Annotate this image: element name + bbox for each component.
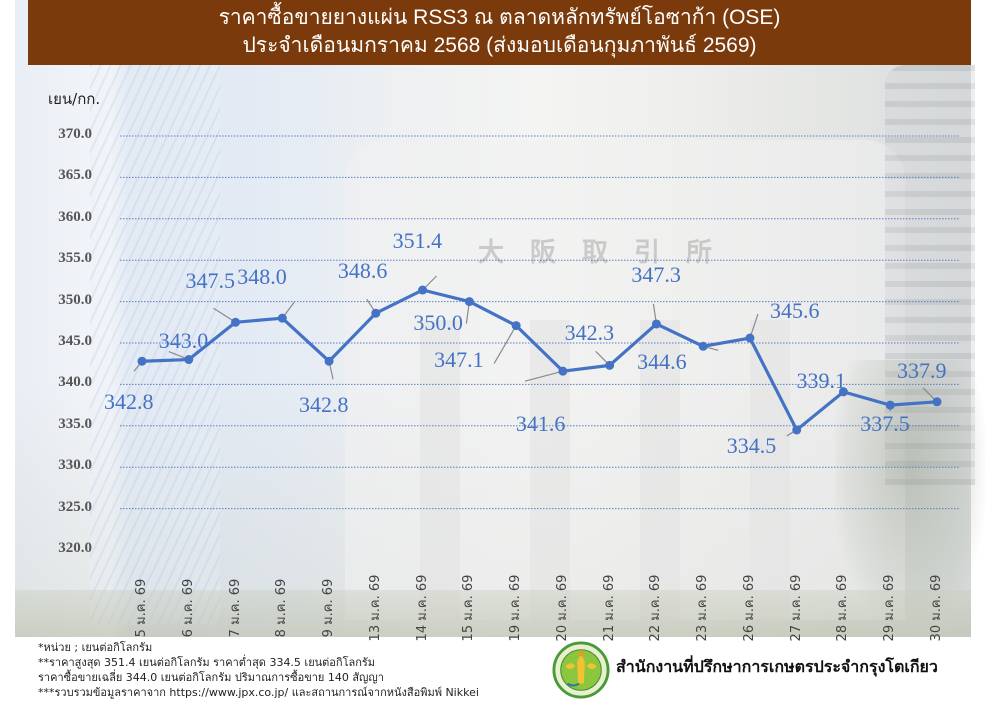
y-tick-label: 370.0 bbox=[58, 126, 92, 142]
footer-notes: *หน่วย ; เยนต่อกิโลกรัม **ราคาสูงสุด 351… bbox=[38, 640, 479, 700]
data-point-marker bbox=[277, 313, 287, 323]
data-label: 339.1 bbox=[796, 367, 846, 393]
data-point-marker bbox=[184, 355, 194, 365]
data-label: 341.6 bbox=[515, 411, 566, 437]
chart-title-line2: ประจำเดือนมกราคม 2568 (ส่งมอบเดือนกุมภาพ… bbox=[242, 34, 757, 57]
data-point-marker bbox=[885, 400, 895, 410]
data-point-marker bbox=[932, 397, 942, 407]
data-point-marker bbox=[371, 308, 381, 318]
title-banner: ราคาซื้อขายยางแผ่น RSS3 ณ ตลาดหลักทรัพย์… bbox=[28, 0, 971, 65]
data-label: 350.0 bbox=[413, 309, 463, 335]
data-point-marker bbox=[838, 387, 848, 397]
data-point-marker bbox=[418, 285, 428, 295]
data-label: 337.5 bbox=[860, 411, 910, 437]
data-label: 348.6 bbox=[337, 258, 388, 284]
data-point-marker bbox=[464, 297, 474, 307]
background-building-left bbox=[90, 65, 220, 625]
y-tick-label: 345.0 bbox=[58, 333, 92, 349]
background-building-right bbox=[885, 65, 975, 485]
series-line bbox=[141, 288, 938, 432]
data-label: 342.3 bbox=[564, 320, 615, 346]
ministry-logo-icon bbox=[552, 641, 610, 699]
y-tick-label: 320.0 bbox=[58, 540, 92, 556]
exchange-sign: 大阪取引所 bbox=[478, 238, 739, 268]
data-point-marker bbox=[792, 425, 802, 435]
label-leader-line bbox=[524, 370, 564, 382]
y-tick-label: 360.0 bbox=[58, 208, 92, 225]
data-label: 334.5 bbox=[726, 432, 777, 458]
data-label: 347.3 bbox=[631, 261, 681, 287]
data-point-marker bbox=[324, 356, 334, 366]
label-leader-line bbox=[493, 325, 517, 364]
data-point-marker bbox=[745, 333, 755, 343]
data-point-marker bbox=[558, 366, 568, 376]
data-label: 342.8 bbox=[104, 389, 154, 415]
data-label: 337.9 bbox=[897, 357, 947, 383]
data-label: 347.1 bbox=[434, 346, 484, 372]
data-label: 343.0 bbox=[158, 327, 209, 353]
chart-title-line1: ราคาซื้อขายยางแผ่น RSS3 ณ ตลาดหลักทรัพย์… bbox=[218, 6, 781, 29]
y-axis-unit-label: เยน/กก. bbox=[48, 90, 101, 108]
data-label: 345.6 bbox=[769, 298, 820, 324]
background-column bbox=[420, 320, 460, 620]
y-tick-label: 335.0 bbox=[58, 415, 92, 432]
y-tick-label: 365.0 bbox=[58, 167, 92, 184]
note-average-volume: ราคาซื้อขายเฉลี่ย 344.0 เยนต่อกิโลกรัม ป… bbox=[38, 671, 384, 684]
y-tick-label: 350.0 bbox=[58, 291, 92, 308]
data-label: 342.8 bbox=[299, 392, 349, 418]
data-label: 351.4 bbox=[392, 228, 443, 253]
y-tick-label: 325.0 bbox=[58, 498, 92, 515]
data-point-marker bbox=[698, 341, 708, 351]
data-label: 347.5 bbox=[185, 268, 236, 294]
data-label: 344.6 bbox=[637, 349, 687, 375]
data-label: 348.0 bbox=[237, 264, 287, 290]
data-point-marker bbox=[511, 321, 521, 331]
note-high-low: **ราคาสูงสุด 351.4 เยนต่อกิโลกรัม ราคาต่… bbox=[38, 656, 376, 669]
data-point-marker bbox=[137, 356, 147, 366]
y-tick-label: 340.0 bbox=[58, 374, 92, 391]
data-point-marker bbox=[651, 319, 661, 329]
note-source: ***รวบรวมข้อมูลราคาจาก https://www.jpx.c… bbox=[38, 686, 479, 699]
y-tick-label: 330.0 bbox=[58, 457, 92, 474]
background-column bbox=[750, 320, 790, 620]
data-point-marker bbox=[605, 360, 615, 370]
background-photo bbox=[15, 0, 985, 637]
background-column bbox=[640, 320, 680, 620]
background-ground bbox=[15, 590, 971, 637]
note-unit: *หน่วย ; เยนต่อกิโลกรัม bbox=[38, 641, 153, 654]
y-tick-label: 355.0 bbox=[58, 250, 92, 267]
organization-name: สำนักงานที่ปรึกษาการเกษตรประจำกรุงโตเกีย… bbox=[616, 657, 938, 676]
data-point-marker bbox=[231, 317, 241, 327]
